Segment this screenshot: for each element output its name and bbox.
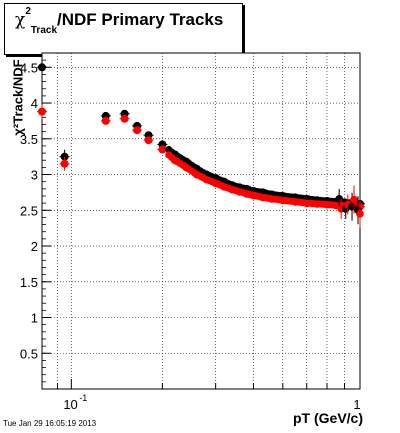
data-point-red [38, 107, 46, 116]
x-tick-label: 1 [353, 397, 360, 412]
timestamp-footer: Tue Jan 29 16:05:19 2013 [3, 419, 97, 428]
plot-frame [41, 52, 361, 390]
y-tick-label: 1 [31, 311, 38, 326]
x-axis-label: pT (GeV/c) [293, 410, 363, 426]
y-tick-label: 2 [31, 239, 38, 254]
data-point-black [38, 63, 46, 72]
data-point-red [144, 136, 153, 145]
data-point-red [60, 159, 69, 168]
data-point-red [133, 126, 142, 135]
y-tick-label: 3 [31, 168, 38, 183]
y-tick-label: 3.5 [20, 132, 38, 147]
y-tick-label: 4 [31, 96, 38, 111]
y-tick-label: 0.5 [20, 346, 38, 361]
x-tick-label: 10 [63, 397, 77, 412]
y-tick-label: 2.5 [20, 203, 38, 218]
y-tick-label: 1.5 [20, 275, 38, 290]
data-point-red [350, 195, 358, 204]
y-tick-label: 4.5 [20, 60, 38, 75]
chart-title: χ2Track/NDF Primary Tracks [15, 6, 224, 37]
data-point-red [120, 114, 129, 123]
data-point-red [356, 210, 364, 218]
data-point-red [101, 116, 110, 125]
x-tick-label-exponent: -1 [79, 393, 87, 403]
data-point-red [158, 145, 167, 154]
title-box: χ2Track/NDF Primary Tracks [4, 3, 243, 55]
data-point-black [335, 195, 343, 203]
data-point-black [60, 152, 69, 161]
